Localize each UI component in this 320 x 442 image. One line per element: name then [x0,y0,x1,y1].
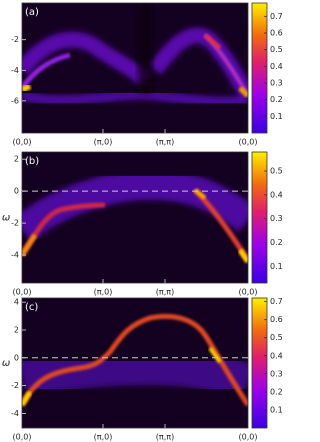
x-tick-label: (π,0) [94,288,113,297]
y-tick-label: -6 [11,96,19,105]
plot-frame [21,297,249,429]
x-tick-label: (0,0) [13,433,32,442]
colorbar-tick-label: 0.7 [270,12,283,21]
y-tick-label: 2 [14,155,19,164]
colorbar-tick-label: 0.3 [270,79,283,88]
colorbar-tick-label: 0.3 [270,369,283,378]
y-tick-label: 4 [14,298,19,307]
y-tick-label: -2 [11,219,19,228]
x-tick-label: (π,0) [94,433,113,442]
y-tick-label: -4 [11,409,19,418]
colorbar-tick-label: 0.1 [270,405,283,414]
colorbar [251,297,268,429]
colorbar-tick-label: 0.6 [270,315,283,324]
x-tick-label: (π,π) [156,288,174,297]
y-tick-label: -4 [11,66,19,75]
heatmap-image [22,298,248,428]
colorbar-tick-label: 0.2 [270,95,283,104]
colorbar-tick-label: 0.1 [270,262,283,271]
y-tick-label: 2 [14,325,19,334]
colorbar-tick-label: 0.1 [270,112,283,121]
panel-label: (c) [25,302,38,313]
x-tick-label: (π,0) [94,138,113,147]
x-tick-label: (0,0) [239,288,258,297]
y-tick-label: 0 [14,353,19,362]
colorbar [251,151,268,284]
colorbar-tick-label: 0.5 [270,333,283,342]
plot-frame [21,151,249,284]
y-tick-label: -2 [11,381,19,390]
y-axis-label: ω [2,213,10,224]
y-tick-label: -2 [11,35,19,44]
colorbar-tick-label: 0.7 [270,297,283,306]
colorbar-tick-label: 0.6 [270,29,283,38]
x-tick-label: (0,0) [239,138,258,147]
x-tick-label: (π,π) [156,138,174,147]
heatmap-image [22,3,248,133]
colorbar-tick-label: 0.2 [270,387,283,396]
panel-label: (b) [25,156,39,167]
colorbar-tick-label: 0.4 [270,190,283,199]
colorbar-tick-label: 0.3 [270,214,283,223]
y-tick-label: 0 [14,187,19,196]
y-axis-label: ω [2,358,10,369]
plot-frame [21,2,249,134]
colorbar-tick-label: 0.4 [270,351,283,360]
y-tick-label: -4 [11,251,19,260]
panel-label: (a) [25,7,39,18]
colorbar-tick-label: 0.4 [270,62,283,71]
colorbar-tick-label: 0.5 [270,167,283,176]
colorbar [251,2,268,134]
x-tick-label: (0,0) [239,433,258,442]
colorbar-tick-label: 0.5 [270,45,283,54]
colorbar-tick-label: 0.2 [270,238,283,247]
figure: -2 -4 -6 (0,0) (π,0) (π,π) (0,0) (a) 0.1 0.2 0.3 0.… [2,2,283,442]
x-tick-label: (π,π) [156,433,174,442]
x-tick-label: (0,0) [13,138,32,147]
x-tick-label: (0,0) [13,288,32,297]
heatmap-image [22,152,248,283]
